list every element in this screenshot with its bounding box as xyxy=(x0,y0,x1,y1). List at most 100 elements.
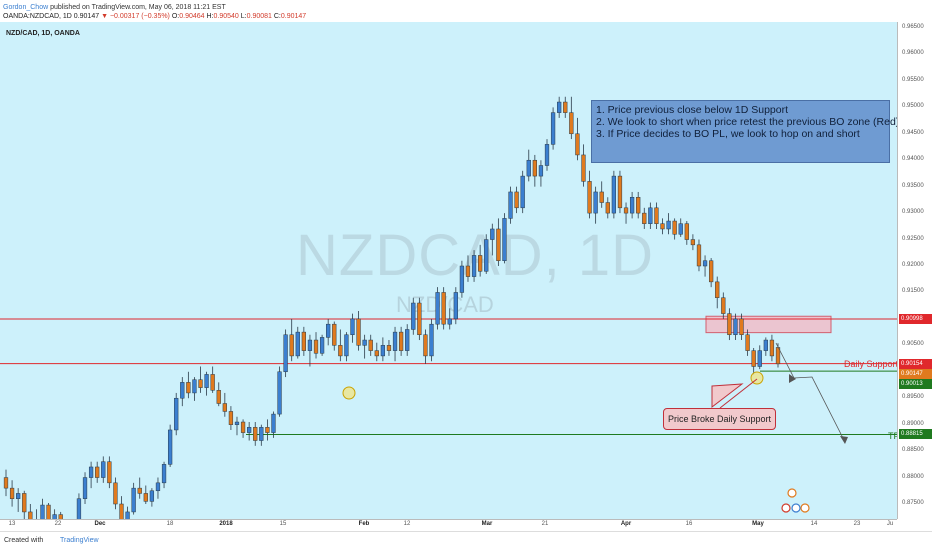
x-tick-label: Ju xyxy=(886,521,894,527)
open-label: O: xyxy=(171,13,180,20)
footer-bar: Created with TradingView xyxy=(0,531,932,550)
candle-body xyxy=(751,350,756,367)
y-tick-label: 0.96500 xyxy=(902,24,924,30)
y-tick-label: 0.92000 xyxy=(902,262,924,268)
candle-body xyxy=(611,175,617,214)
chart-plot-area[interactable]: NZDCAD, 1D NZD/CAD NZD/CAD, 1D, OANDA 1.… xyxy=(0,22,897,519)
x-tick-label: 18 xyxy=(166,521,174,527)
candle-body xyxy=(648,207,653,224)
candle-body xyxy=(684,223,689,240)
y-tick-label: 0.96000 xyxy=(902,50,924,57)
candle-body xyxy=(204,374,209,388)
candle-body xyxy=(496,228,501,261)
y-tick-label: 0.94500 xyxy=(902,129,924,136)
candle-body xyxy=(283,334,288,373)
candle-body xyxy=(459,265,465,293)
created-with-text: Created with xyxy=(4,537,44,544)
candle-body xyxy=(356,318,361,346)
candle-body xyxy=(569,112,574,135)
candle-body xyxy=(471,255,477,277)
candle-body xyxy=(666,220,671,230)
candle-body xyxy=(514,191,519,209)
price-change: −0.00317 (−0.35%) xyxy=(109,13,170,20)
candle-body xyxy=(386,345,392,351)
candle-body xyxy=(702,260,708,267)
time-axis[interactable]: 13 22 Dec 18 2018 15 Feb 12 Mar 21 Apr 16 May 14 23 Ju xyxy=(0,519,897,531)
candle-body xyxy=(180,382,185,399)
candle-body xyxy=(690,239,696,246)
candle-body xyxy=(392,331,398,351)
y-tick-label: 0.95000 xyxy=(902,103,924,110)
candle-body xyxy=(46,504,51,519)
candle-body xyxy=(210,374,215,391)
x-tick-label: 12 xyxy=(403,521,411,527)
candle-body xyxy=(52,514,57,519)
low-label: L: xyxy=(240,13,247,20)
candle-body xyxy=(721,297,726,314)
candle-body xyxy=(429,323,434,357)
candle-body xyxy=(484,239,489,272)
candle-body xyxy=(326,323,331,338)
candle-body xyxy=(350,318,355,336)
candle-body xyxy=(301,331,306,351)
y-tick-label: 0.89000 xyxy=(902,420,924,427)
candle-body xyxy=(271,413,276,433)
candle-body xyxy=(344,334,349,357)
candle-body xyxy=(234,421,240,425)
y-tick-label: 0.91500 xyxy=(902,288,924,295)
last-price: 0.90147 xyxy=(73,13,100,20)
candle-body xyxy=(40,504,45,519)
candle-body xyxy=(411,302,416,330)
candle-body xyxy=(715,281,720,298)
x-tick-label: 22 xyxy=(54,521,62,527)
close-label: C: xyxy=(273,13,281,20)
x-tick-label: 15 xyxy=(279,521,287,527)
tp-label: TP xyxy=(888,431,897,441)
candle-body xyxy=(757,350,762,367)
x-tick-label: 23 xyxy=(853,521,861,527)
candle-body xyxy=(28,511,33,519)
candlestick-chart[interactable] xyxy=(0,22,897,519)
candle-body xyxy=(745,334,750,351)
candle-body xyxy=(727,313,732,336)
candle-body xyxy=(107,461,112,484)
note-line: 2. We look to short when price retest th… xyxy=(596,116,897,128)
candle-body xyxy=(557,101,562,113)
y-tick-label: 0.95500 xyxy=(902,76,924,83)
y-tick-label: 0.89500 xyxy=(902,394,924,401)
price-badge: 0.90154 xyxy=(899,358,932,369)
low-value: 0.90081 xyxy=(246,13,272,20)
candle-body xyxy=(660,223,665,230)
candle-body xyxy=(550,112,556,145)
note-line: 1. Price previous close below 1D Support xyxy=(596,104,789,116)
candle-body xyxy=(629,196,635,214)
price-broke-callout[interactable]: Price Broke Daily Support xyxy=(663,408,776,430)
trade-plan-note[interactable]: 1. Price previous close below 1D Support… xyxy=(591,100,897,163)
candle-body xyxy=(131,487,136,513)
candle-body xyxy=(277,371,282,415)
event-flag-icon xyxy=(781,503,791,513)
candle-body xyxy=(708,260,714,283)
y-tick-label: 0.93000 xyxy=(902,209,924,216)
candle-body xyxy=(58,514,63,519)
callout-leader xyxy=(719,378,758,409)
candle-body xyxy=(575,133,580,156)
candle-body xyxy=(155,482,161,492)
x-tick-label: Apr xyxy=(620,521,632,527)
candle-body xyxy=(295,331,300,357)
price-badge: 0.90147 xyxy=(899,368,932,379)
daily-support-label: Daily Support xyxy=(844,359,897,369)
candle-body xyxy=(88,466,94,478)
projection-arrowhead xyxy=(840,436,848,444)
chart-title: NZD/CAD, 1D, OANDA xyxy=(6,30,80,37)
x-tick-label: 16 xyxy=(685,521,693,527)
candle-body xyxy=(733,318,738,336)
author-link[interactable]: Gordon_Chow xyxy=(3,4,49,11)
price-axis[interactable]: 0.96500 0.96000 0.95500 0.95000 0.94500 0.940… xyxy=(897,22,932,519)
candle-body xyxy=(319,337,325,354)
candle-body xyxy=(544,144,550,166)
candle-body xyxy=(362,339,367,346)
y-tick-label: 0.88500 xyxy=(902,447,924,454)
tradingview-logo-icon[interactable]: TradingView xyxy=(60,537,99,544)
candle-body xyxy=(240,421,246,433)
